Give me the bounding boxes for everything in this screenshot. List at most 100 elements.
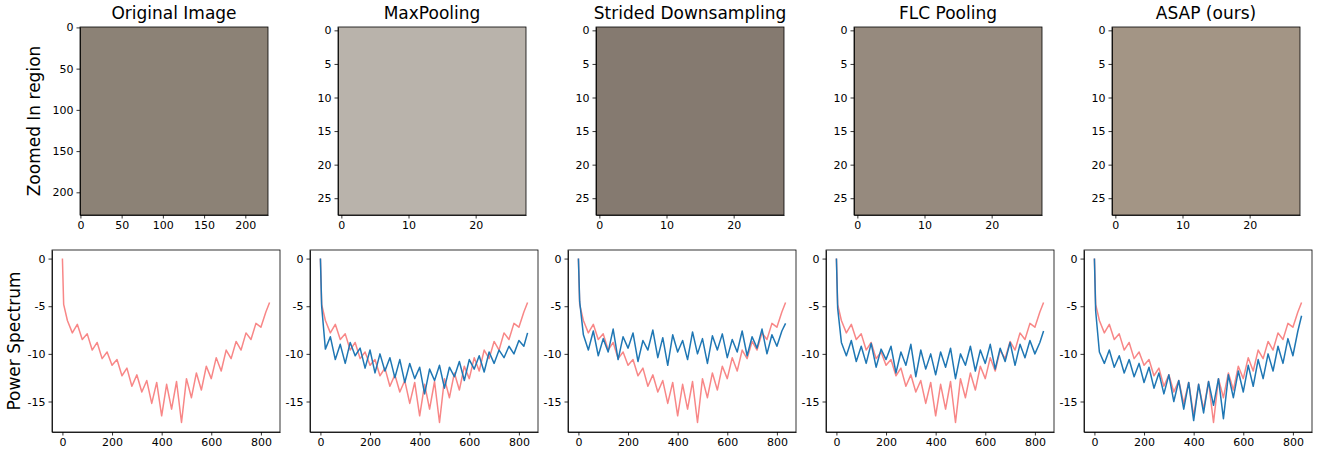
tick: 15 [576,125,597,138]
y-axis: 050100150200 [53,21,81,215]
tick: 20 [727,215,741,232]
tick-mark [1144,432,1145,436]
y-axis: 0-5-10-15 [286,251,311,433]
tick-label: -5 [35,300,46,313]
tick-label: 0 [325,24,332,37]
tick-mark [836,432,837,436]
tick-label: 200 [53,186,74,199]
tick-mark [578,432,579,436]
tick: 0 [596,215,603,232]
tick-label: 0 [555,253,562,266]
tick-label: 10 [1176,219,1190,232]
y-axis: 0-5-10-15 [1060,251,1085,433]
tick: 25 [1092,192,1113,205]
tick-mark [565,354,569,355]
tick-label: 600 [459,436,480,449]
tick-mark [335,198,339,199]
frame [52,250,280,432]
plot-area [62,259,269,423]
tick-mark [261,432,262,436]
tick: 150 [194,215,215,232]
y-axis: 0-5-10-15 [802,251,827,433]
panel-title: MaxPooling [384,3,481,23]
panel: 010200510152025 [1092,24,1301,232]
panel: 02004006008000-5-10-15 [544,250,797,449]
tick: 15 [318,125,339,138]
tick-label: 20 [1092,159,1106,172]
tick-label: 100 [53,104,74,117]
tick: 800 [251,432,272,449]
tick: 0 [1091,432,1098,449]
tick-mark [678,432,679,436]
tick-mark [1081,354,1085,355]
tick-mark [204,215,205,219]
tick-label: 400 [1184,436,1205,449]
tick-mark [992,215,993,219]
image-area [596,27,784,215]
tick-label: 10 [834,92,848,105]
tick: 10 [402,215,416,232]
tick: 0 [297,253,311,266]
tick-mark [593,30,597,31]
y-axis: 0510152025 [576,24,597,215]
tick-label: -15 [544,396,562,409]
tick: 20 [576,159,597,172]
tick-label: 50 [115,219,129,232]
tick: 600 [459,432,480,449]
tick: 50 [115,215,129,232]
tick: 5 [583,58,597,71]
tick: 0 [338,215,345,232]
tick-mark [49,354,53,355]
tick-mark [49,402,53,403]
series-line [320,259,527,423]
tick-mark [335,131,339,132]
tick-label: 20 [318,159,332,172]
frame [1112,27,1300,215]
tick-label: 25 [834,192,848,205]
tick: -15 [286,396,310,409]
tick-mark [1081,259,1085,260]
tick: 15 [1092,125,1113,138]
tick-mark [307,354,311,355]
y-axis-title: Zoomed In region [24,46,44,197]
tick: 10 [834,92,855,105]
tick-mark [335,98,339,99]
tick-label: 5 [583,58,590,71]
tick-label: 10 [918,219,932,232]
tick-mark [1183,215,1184,219]
tick-label: 0 [1091,436,1098,449]
tick-mark [851,98,855,99]
tick: 0 [39,253,53,266]
tick-label: 10 [576,92,590,105]
plot-area [1112,27,1300,215]
tick-label: 200 [360,436,381,449]
tick-mark [823,402,827,403]
plot-area [1094,259,1301,423]
tick-label: 400 [926,436,947,449]
tick: -15 [1060,396,1084,409]
tick-mark [162,432,163,436]
tick-mark [593,131,597,132]
tick-mark [112,432,113,436]
tick-label: 200 [1134,436,1155,449]
y-axis: 0510152025 [318,24,339,215]
tick: 600 [717,432,738,449]
tick-mark [80,215,81,219]
tick-mark [599,215,600,219]
tick-mark [370,432,371,436]
tick: 800 [509,432,530,449]
tick: 20 [1092,159,1113,172]
tick-label: 0 [596,219,603,232]
tick-label: -10 [286,348,304,361]
tick-mark [77,151,81,152]
x-axis: 0 10 20 [596,215,784,232]
tick-mark [593,98,597,99]
tick-mark [1094,432,1095,436]
tick: 800 [1025,432,1046,449]
tick-mark [1035,432,1036,436]
tick: 0 [1112,215,1119,232]
x-axis-line [339,215,527,216]
tick: 10 [660,215,674,232]
tick-label: 0 [854,219,861,232]
tick-label: 20 [469,219,483,232]
